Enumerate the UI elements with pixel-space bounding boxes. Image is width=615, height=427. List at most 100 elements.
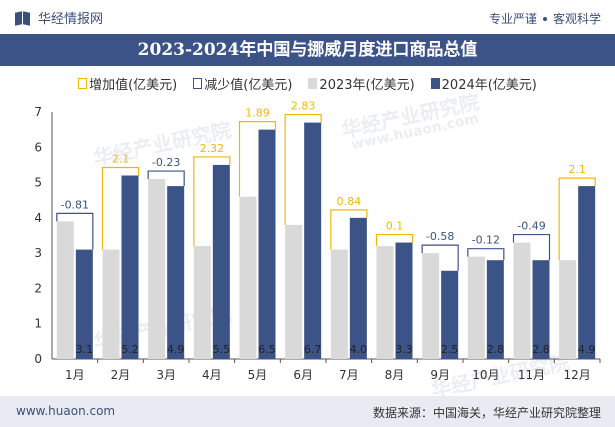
decrease-bracket: [512, 233, 551, 261]
legend-label-increase: 增加值(亿美元): [89, 77, 178, 93]
bar-2024-value-label: 5.5: [213, 343, 231, 356]
bar-2024: [258, 129, 276, 359]
change-label: -0.49: [517, 220, 545, 233]
legend-item-increase: 增加值(亿美元): [78, 74, 177, 93]
bar-2024-value-label: 4.9: [167, 343, 185, 356]
bar-2023: [56, 221, 74, 359]
y-tick-label: 0: [34, 352, 42, 366]
bar-2023: [467, 256, 485, 359]
bar-2024: [441, 270, 459, 359]
brand-name: 华经情报网: [38, 12, 104, 27]
slogan: 专业严谨 客观科学: [489, 10, 601, 27]
increase-bracket: [193, 156, 231, 247]
legend-label-2024: 2024年(亿美元): [441, 77, 537, 93]
decrease-bracket: [467, 248, 505, 261]
x-tick-label: 4月: [202, 368, 222, 382]
x-tick-label: 9月: [430, 368, 450, 382]
bar-2023: [148, 179, 166, 359]
bar-2023: [239, 196, 257, 359]
decrease-bracket: [56, 212, 94, 250]
legend-item-2023: 2023年(亿美元): [308, 74, 415, 93]
title-banner: 2023-2024年中国与挪威月度进口商品总值: [0, 34, 615, 66]
increase-bracket: [375, 233, 414, 247]
y-tick-label: 3: [34, 246, 42, 260]
x-tick-label: 10月: [472, 368, 499, 382]
bar-2024: [486, 260, 504, 359]
x-tick-label: 8月: [385, 368, 405, 382]
footer-site: www.huaon.com: [16, 404, 116, 418]
bar-2024-value-label: 2.8: [532, 343, 550, 356]
slogan-right: 客观科学: [552, 12, 601, 26]
change-label: -0.81: [61, 198, 89, 211]
change-label: -0.23: [152, 156, 180, 169]
bar-2023: [422, 253, 440, 359]
x-tick-label: 3月: [156, 368, 176, 382]
bar-2024: [121, 175, 139, 359]
x-tick-label: 6月: [293, 368, 313, 382]
increase-bracket: [284, 113, 322, 225]
increase-bracket: [558, 177, 596, 261]
change-label: 0.1: [386, 220, 404, 233]
bar-2024: [304, 122, 322, 359]
bar-2023: [513, 242, 531, 359]
separator-dot-icon: [542, 16, 547, 21]
bar-2024: [349, 217, 367, 359]
bar-2024-value-label: 5.2: [121, 343, 139, 356]
change-label: 2.32: [200, 142, 225, 155]
decrease-bracket: [147, 170, 185, 187]
bar-2023: [193, 246, 211, 359]
top-bar: 华经情报网 专业严谨 客观科学: [0, 0, 615, 34]
y-tick-label: 2: [34, 281, 42, 295]
bar-2023: [376, 246, 394, 359]
bar-2024: [212, 164, 230, 359]
y-tick-label: 7: [34, 105, 42, 119]
y-tick-label: 4: [34, 211, 42, 225]
bar-2024: [75, 249, 93, 359]
brand: 华经情报网: [14, 8, 103, 27]
increase-bracket: [238, 121, 277, 197]
legend-swatch-2023: [308, 77, 318, 89]
y-tick-label: 5: [34, 176, 42, 190]
change-label: 2.1: [112, 153, 130, 166]
bar-2024-value-label: 2.5: [441, 343, 459, 356]
legend-swatch-decrease: [193, 77, 203, 89]
y-tick-label: 1: [34, 317, 42, 331]
bar-2023: [102, 249, 120, 359]
bar-2024: [578, 186, 596, 359]
chart-legend: 增加值(亿美元) 减少值(亿美元) 2023年(亿美元) 2024年(亿美元): [0, 72, 615, 94]
bar-2024: [532, 260, 550, 359]
bar-2024-value-label: 4.9: [578, 343, 596, 356]
x-tick-label: 5月: [248, 368, 268, 382]
legend-item-2024: 2024年(亿美元): [430, 74, 537, 93]
x-tick-label: 11月: [518, 368, 545, 382]
legend-swatch-2024: [430, 77, 440, 89]
footer: www.huaon.com 数据来源：中国海关，华经产业研究院整理: [0, 396, 615, 427]
increase-bracket: [330, 209, 368, 250]
legend-swatch-increase: [78, 77, 88, 89]
bar-2024-value-label: 2.8: [487, 343, 505, 356]
change-label: 1.89: [245, 107, 270, 120]
bar-2023: [285, 224, 303, 359]
bar-2024-value-label: 3.3: [395, 343, 413, 356]
legend-item-decrease: 减少值(亿美元): [193, 74, 292, 93]
y-tick-label: 6: [34, 140, 42, 154]
change-label: 0.84: [337, 195, 362, 208]
legend-label-decrease: 减少值(亿美元): [204, 77, 293, 93]
x-tick-label: 1月: [65, 368, 85, 382]
change-label: -0.12: [472, 234, 500, 247]
bar-2024-value-label: 4.0: [350, 343, 368, 356]
x-tick-label: 7月: [339, 368, 359, 382]
chart-plot: 0 1 2 3 4 5 6 7 -0.81 3.1 1月 2.1 5.2 2月 -0.23 4.9 3月 2.32…: [34, 100, 601, 382]
slogan-left: 专业严谨: [488, 12, 537, 26]
bar-2024-value-label: 6.7: [304, 343, 322, 356]
increase-bracket: [101, 166, 140, 250]
bar-2024-value-label: 3.1: [76, 343, 94, 356]
bar-2024: [395, 242, 413, 359]
decrease-bracket: [421, 244, 459, 271]
change-label: 2.1: [568, 163, 586, 176]
bar-2023: [330, 249, 348, 359]
change-label: 2.83: [291, 100, 316, 113]
footer-source: 数据来源：中国海关，华经产业研究院整理: [372, 406, 601, 420]
bar-2024: [167, 186, 185, 359]
bar-2024-value-label: 6.5: [258, 343, 276, 356]
